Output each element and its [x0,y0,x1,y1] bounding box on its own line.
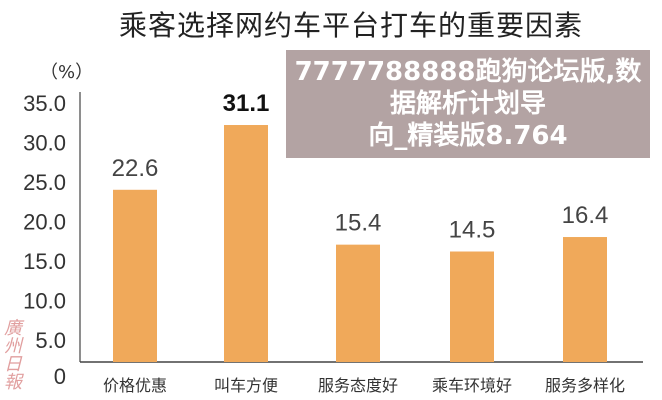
chart-title: 乘客选择网约车平台打车的重要因素 [118,9,583,42]
data-label: 14.5 [449,217,496,244]
y-tick-label: 35.0 [23,91,66,116]
overlay-banner: 7777788888跑狗论坛版,数据解析计划导 向_精装版8.764 [286,50,650,158]
data-label: 31.1 [223,90,270,117]
y-tick-label: 30.0 [23,131,66,156]
bar [450,251,494,362]
watermark-logo: 廣州日報 [1,318,22,390]
bar [224,125,268,362]
y-tick-label: 0 [54,364,66,389]
bar [336,244,380,362]
y-axis-unit: （%） [40,62,94,83]
y-tick-label: 10.0 [23,289,66,314]
overlay-line-1: 7777788888跑狗论坛版,数据解析计划导 [294,57,642,119]
y-tick-label: 15.0 [23,249,66,274]
x-tick-label: 服务多样化 [545,376,625,395]
data-label: 22.6 [112,155,159,182]
x-tick-label: 价格优惠 [103,376,167,395]
overlay-line-2: 向_精装版8.764 [368,121,568,151]
y-tick-label: 25.0 [23,170,66,195]
y-tick-label: 20.0 [23,210,66,235]
data-label: 15.4 [335,210,382,237]
bar [113,189,157,362]
x-tick-label: 服务态度好 [318,376,398,395]
data-label: 16.4 [562,202,609,229]
y-tick-label: 5.0 [35,328,66,353]
bar [563,237,607,362]
x-tick-label: 乘车环境好 [432,376,512,395]
x-tick-label: 叫车方便 [214,376,278,395]
